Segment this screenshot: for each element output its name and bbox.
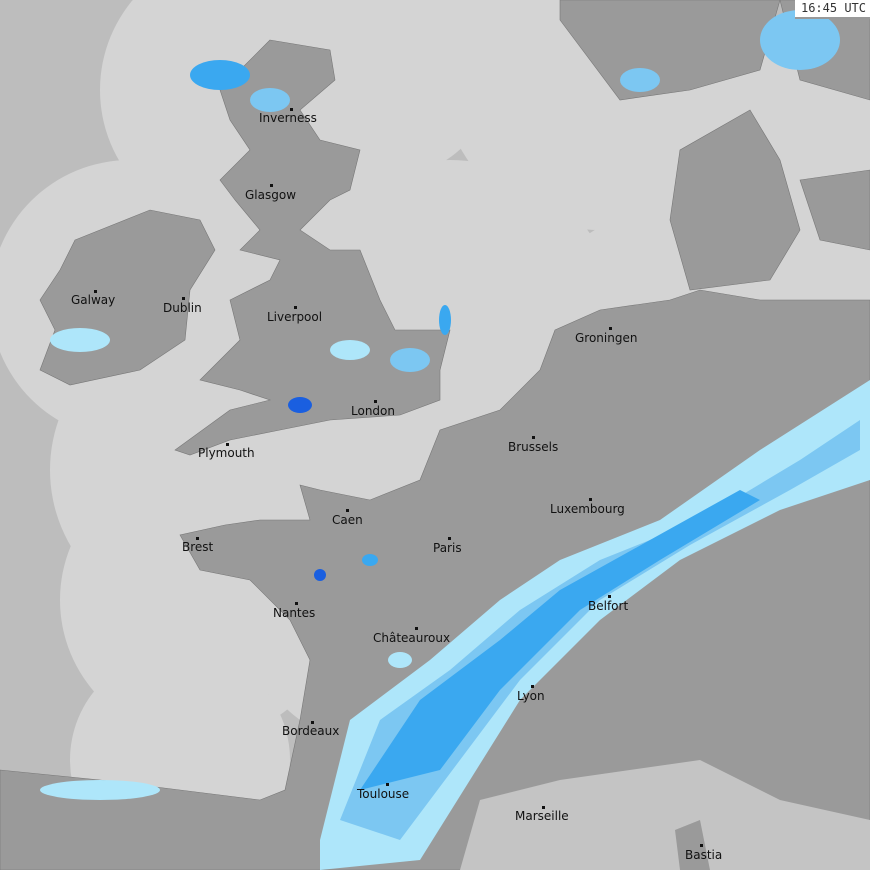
city-label-plymouth: Plymouth (198, 446, 255, 460)
city-label-lyon: Lyon (517, 689, 545, 703)
city-label-belfort: Belfort (588, 599, 629, 613)
city-dot (226, 443, 229, 446)
city-dot (609, 327, 612, 330)
city-dot (608, 595, 611, 598)
city-dot (94, 290, 97, 293)
city-dot (386, 783, 389, 786)
city-label-brussels: Brussels (508, 440, 559, 454)
corsica (675, 820, 710, 870)
city-dot (270, 184, 273, 187)
rain-band (40, 10, 870, 870)
city-label-chateauroux: Châteauroux (373, 631, 451, 645)
city-dot (531, 685, 534, 688)
city-label-bordeaux: Bordeaux (282, 724, 340, 738)
city-dot (374, 400, 377, 403)
city-dot (196, 537, 199, 540)
city-label-liverpool: Liverpool (267, 310, 323, 324)
city-dot (311, 721, 314, 724)
city-dot (542, 806, 545, 809)
city-label-toulouse: Toulouse (357, 787, 410, 801)
city-label-paris: Paris (433, 541, 462, 555)
timestamp-label: 16:45 UTC (794, 0, 870, 19)
city-label-brest: Brest (182, 540, 214, 554)
mediterranean-sea (460, 760, 870, 870)
city-label-dublin: Dublin (163, 301, 202, 315)
city-dot (415, 627, 418, 630)
city-dot (346, 509, 349, 512)
city-dot (294, 306, 297, 309)
city-dot (589, 498, 592, 501)
city-label-galway: Galway (71, 293, 116, 307)
city-dot (295, 602, 298, 605)
city-label-london: London (351, 404, 395, 418)
city-label-groningen: Groningen (575, 331, 638, 345)
city-label-nantes: Nantes (273, 606, 316, 620)
city-dot (700, 844, 703, 847)
city-dot (448, 537, 451, 540)
city-label-glasgow: Glasgow (245, 188, 297, 202)
city-dot (182, 297, 185, 300)
city-label-marseille: Marseille (515, 809, 569, 823)
city-label-bastia: Bastia (685, 848, 723, 862)
city-label-inverness: Inverness (259, 111, 317, 125)
city-dot (532, 436, 535, 439)
city-label-luxembourg: Luxembourg (550, 502, 625, 516)
city-dot (290, 108, 293, 111)
city-label-caen: Caen (332, 513, 363, 527)
